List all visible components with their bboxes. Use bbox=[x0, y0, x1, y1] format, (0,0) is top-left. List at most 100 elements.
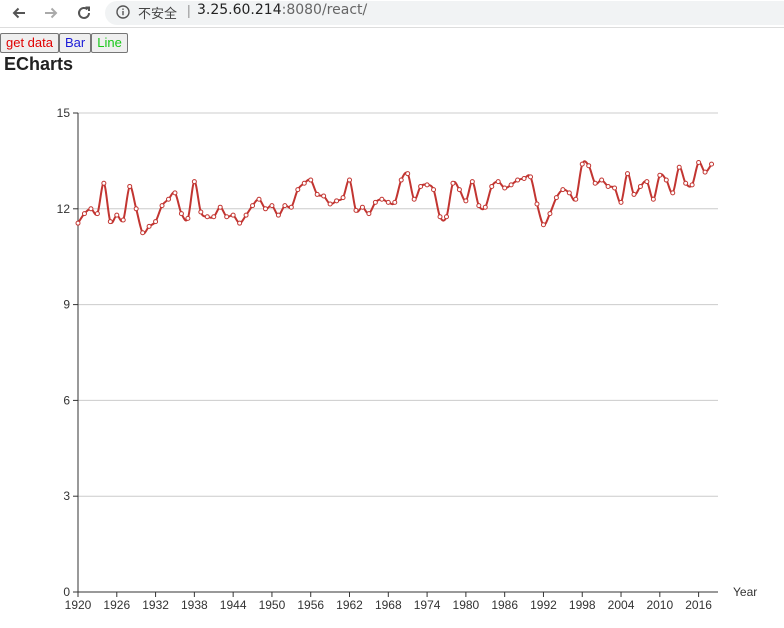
data-point[interactable] bbox=[75, 220, 81, 226]
data-point[interactable] bbox=[107, 219, 113, 225]
line-button[interactable]: Line bbox=[91, 33, 128, 53]
data-point[interactable] bbox=[204, 214, 210, 220]
data-point[interactable] bbox=[469, 179, 475, 185]
data-point[interactable] bbox=[573, 196, 579, 202]
data-point[interactable] bbox=[450, 180, 456, 186]
data-point[interactable] bbox=[140, 230, 146, 236]
url-text[interactable]: 3.25.60.214:8080/react/ bbox=[197, 2, 367, 18]
forward-arrow-icon[interactable] bbox=[40, 2, 62, 24]
data-point[interactable] bbox=[366, 211, 372, 217]
data-point[interactable] bbox=[224, 214, 230, 220]
data-point[interactable] bbox=[489, 183, 495, 189]
data-point[interactable] bbox=[528, 174, 534, 180]
data-point[interactable] bbox=[553, 195, 559, 201]
data-point[interactable] bbox=[243, 212, 249, 218]
data-point[interactable] bbox=[502, 185, 508, 191]
data-point[interactable] bbox=[637, 183, 643, 189]
data-point[interactable] bbox=[133, 206, 139, 212]
data-point[interactable] bbox=[663, 177, 669, 183]
data-point[interactable] bbox=[88, 206, 94, 212]
data-point[interactable] bbox=[314, 191, 320, 197]
data-point[interactable] bbox=[327, 201, 333, 207]
data-point[interactable] bbox=[670, 190, 676, 196]
data-point[interactable] bbox=[437, 214, 443, 220]
data-point[interactable] bbox=[288, 204, 294, 210]
data-point[interactable] bbox=[191, 179, 197, 185]
back-arrow-icon[interactable] bbox=[8, 2, 30, 24]
data-point[interactable] bbox=[515, 177, 521, 183]
data-point[interactable] bbox=[534, 201, 540, 207]
address-bar[interactable] bbox=[105, 1, 784, 25]
data-point[interactable] bbox=[385, 199, 391, 205]
data-point[interactable] bbox=[256, 196, 262, 202]
data-point[interactable] bbox=[612, 185, 618, 191]
data-point[interactable] bbox=[521, 175, 527, 181]
data-point[interactable] bbox=[696, 159, 702, 165]
data-point[interactable] bbox=[114, 212, 120, 218]
data-point[interactable] bbox=[605, 183, 611, 189]
data-point[interactable] bbox=[301, 180, 307, 186]
data-point[interactable] bbox=[250, 203, 256, 209]
data-point[interactable] bbox=[372, 199, 378, 205]
data-point[interactable] bbox=[347, 177, 353, 183]
data-point[interactable] bbox=[411, 196, 417, 202]
data-point[interactable] bbox=[631, 191, 637, 197]
data-point[interactable] bbox=[81, 211, 87, 217]
data-point[interactable] bbox=[211, 214, 217, 220]
data-point[interactable] bbox=[586, 163, 592, 169]
data-point[interactable] bbox=[657, 172, 663, 178]
data-point[interactable] bbox=[340, 195, 346, 201]
data-point[interactable] bbox=[476, 203, 482, 209]
data-point[interactable] bbox=[456, 187, 462, 193]
data-point[interactable] bbox=[482, 204, 488, 210]
data-point[interactable] bbox=[379, 196, 385, 202]
data-point[interactable] bbox=[592, 180, 598, 186]
data-point[interactable] bbox=[217, 204, 223, 210]
data-point[interactable] bbox=[566, 190, 572, 196]
data-point[interactable] bbox=[269, 203, 275, 209]
data-point[interactable] bbox=[540, 222, 546, 228]
data-point[interactable] bbox=[644, 179, 650, 185]
bar-button[interactable]: Bar bbox=[59, 33, 92, 53]
data-point[interactable] bbox=[321, 193, 327, 199]
data-point[interactable] bbox=[120, 217, 126, 223]
data-point[interactable] bbox=[702, 169, 708, 175]
data-point[interactable] bbox=[560, 187, 566, 193]
data-point[interactable] bbox=[172, 190, 178, 196]
data-point[interactable] bbox=[334, 198, 340, 204]
data-point[interactable] bbox=[262, 206, 268, 212]
data-point[interactable] bbox=[230, 212, 236, 218]
data-point[interactable] bbox=[689, 182, 695, 188]
data-point[interactable] bbox=[94, 211, 100, 217]
data-point[interactable] bbox=[405, 171, 411, 177]
data-point[interactable] bbox=[443, 214, 449, 220]
data-point[interactable] bbox=[127, 183, 133, 189]
data-point[interactable] bbox=[295, 187, 301, 193]
data-point[interactable] bbox=[185, 215, 191, 221]
data-point[interactable] bbox=[618, 199, 624, 205]
data-point[interactable] bbox=[676, 164, 682, 170]
data-point[interactable] bbox=[418, 183, 424, 189]
data-point[interactable] bbox=[178, 211, 184, 217]
info-icon[interactable] bbox=[116, 5, 130, 19]
data-point[interactable] bbox=[359, 204, 365, 210]
get-data-button[interactable]: get data bbox=[0, 33, 59, 53]
data-point[interactable] bbox=[237, 220, 243, 226]
data-point[interactable] bbox=[709, 161, 715, 167]
data-point[interactable] bbox=[275, 212, 281, 218]
data-point[interactable] bbox=[599, 177, 605, 183]
data-point[interactable] bbox=[463, 198, 469, 204]
data-point[interactable] bbox=[398, 177, 404, 183]
data-point[interactable] bbox=[101, 180, 107, 186]
reload-icon[interactable] bbox=[73, 2, 95, 24]
data-point[interactable] bbox=[495, 179, 501, 185]
data-point[interactable] bbox=[424, 182, 430, 188]
data-point[interactable] bbox=[624, 171, 630, 177]
data-point[interactable] bbox=[308, 177, 314, 183]
data-point[interactable] bbox=[166, 196, 172, 202]
data-point[interactable] bbox=[431, 187, 437, 193]
data-point[interactable] bbox=[392, 199, 398, 205]
data-point[interactable] bbox=[579, 161, 585, 167]
data-point[interactable] bbox=[353, 207, 359, 213]
data-point[interactable] bbox=[547, 211, 553, 217]
